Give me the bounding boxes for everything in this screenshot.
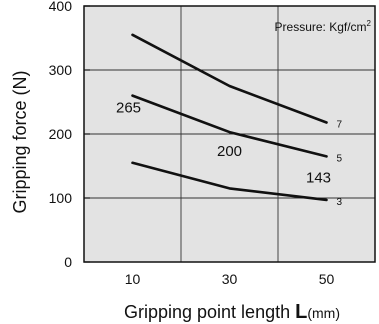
data-label: 200: [217, 143, 242, 160]
series-line-5: [131, 94, 328, 158]
x-tick-label: 50: [319, 271, 335, 287]
y-axis-label: Gripping force (N): [10, 70, 30, 213]
x-tick-label: 30: [222, 271, 238, 287]
data-label: 265: [116, 100, 141, 117]
y-tick-label: 100: [49, 190, 73, 206]
series-line-3: [131, 161, 328, 202]
pressure-note-text: Pressure: Kgf/cm: [275, 20, 367, 34]
y-tick-label: 200: [49, 126, 73, 142]
pressure-note: Pressure: Kgf/cm2: [275, 19, 372, 34]
series-line-7: [131, 33, 328, 124]
x-axis-label: Gripping point length L(mm): [124, 301, 340, 323]
x-axis-label-unit: (mm): [307, 305, 340, 321]
series-layer: 7 5 3: [131, 33, 343, 208]
x-axis-label-symbol: L: [295, 301, 307, 323]
series-name-label: 7: [337, 119, 343, 130]
series-name-label: 3: [337, 197, 343, 208]
data-label: 143: [306, 169, 331, 186]
grid: [84, 6, 375, 262]
y-tick-label: 0: [64, 254, 72, 270]
series-name-label: 5: [337, 153, 343, 164]
pressure-note-superscript: 2: [367, 19, 372, 28]
x-axis-label-text: Gripping point length: [124, 302, 290, 322]
x-tick-label: 10: [125, 271, 141, 287]
data-labels-layer: 265 200 143: [116, 100, 331, 187]
y-tick-label: 400: [49, 0, 73, 14]
axis-ticks: 0 100 200 300 400 10 30 50: [49, 0, 335, 287]
y-tick-label: 300: [49, 62, 73, 78]
